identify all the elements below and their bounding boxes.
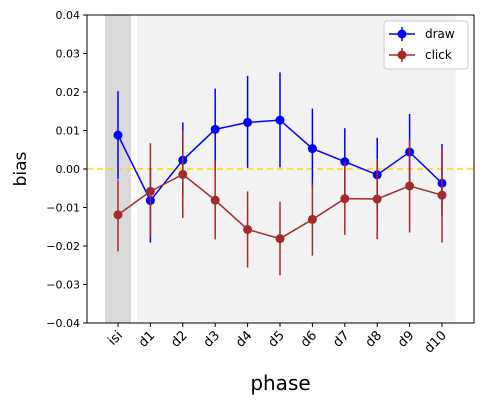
legend-label: click [425,48,452,62]
click-point [146,187,155,196]
draw-point [308,144,317,153]
y-tick-label: 0.03 [56,48,81,61]
x-tick-label: d9 [395,328,417,350]
legend-marker-icon [398,51,407,60]
x-tick-label: d3 [201,328,223,350]
x-axis: isi d1 d2 d3 d4 d5 d6 d7 d8 d9 d10 [105,323,450,356]
x-axis-label: phase [250,371,310,395]
x-tick-label: d10 [422,328,450,356]
x-tick-label: d6 [298,328,320,350]
legend-label: draw [425,27,455,41]
y-tick-label: −0.02 [46,240,80,253]
click-point [243,225,252,234]
legend-marker-icon [398,30,407,39]
x-tick-label: d5 [266,328,288,350]
draw-point [114,131,123,140]
y-tick-label: 0.00 [56,163,81,176]
click-point [438,191,447,200]
click-point [211,196,220,205]
x-tick-label: isi [105,328,126,349]
draw-point [243,118,252,127]
y-tick-label: −0.04 [46,317,80,330]
y-axis: −0.04 −0.03 −0.02 −0.01 0.00 0.01 0.02 0.03 0.04 [46,9,87,330]
y-tick-label: −0.03 [46,279,80,292]
draw-point [211,125,220,134]
click-point [276,234,285,243]
click-point [308,215,317,224]
click-point [373,195,382,204]
x-tick-label: d2 [168,328,190,350]
y-tick-label: 0.04 [56,9,81,22]
x-tick-label: d4 [233,328,255,350]
y-tick-label: 0.02 [56,86,81,99]
draw-point [276,116,285,125]
click-point [405,181,414,190]
click-point [178,170,187,179]
x-tick-label: d7 [330,328,352,350]
x-tick-label: d8 [363,328,385,350]
legend: draw click [384,21,468,69]
y-axis-label: bias [11,151,31,186]
y-tick-label: 0.01 [56,125,81,138]
click-point [114,210,123,219]
x-tick-label: d1 [136,328,158,350]
click-point [340,194,349,203]
y-tick-label: −0.01 [46,202,80,215]
